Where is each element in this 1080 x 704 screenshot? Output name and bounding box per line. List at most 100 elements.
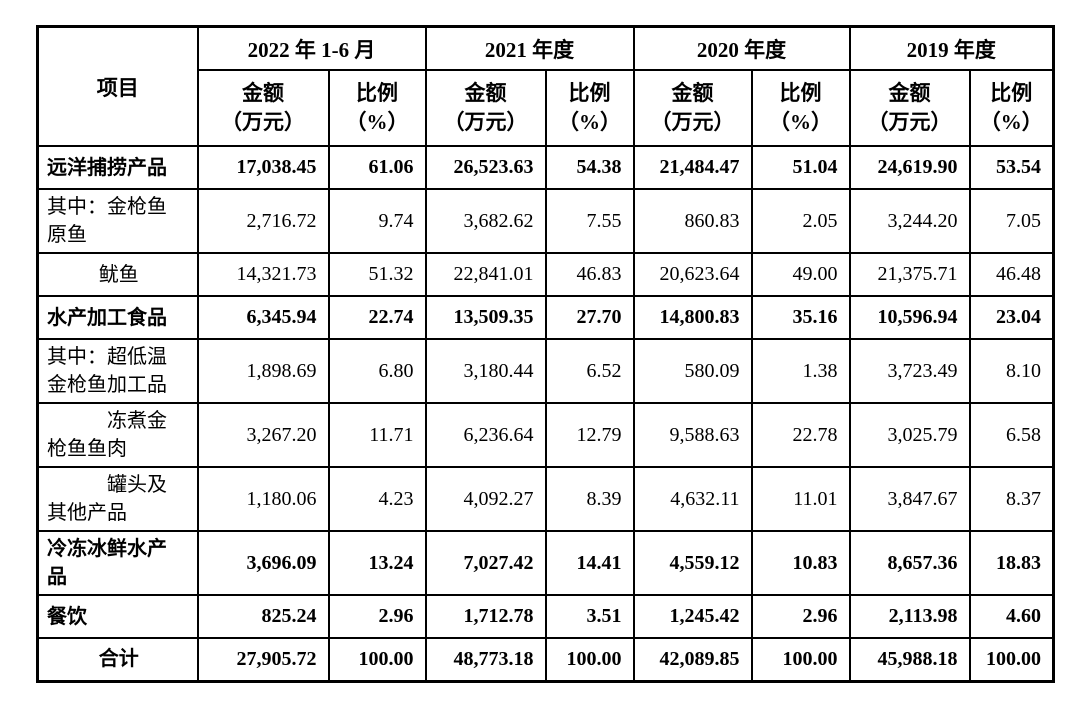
ratio-cell: 7.05 xyxy=(968,188,1055,254)
ratio-cell: 3.51 xyxy=(544,594,635,639)
amount-cell: 42,089.85 xyxy=(632,637,753,682)
amount-cell: 20,623.64 xyxy=(632,252,753,297)
ratio-cell: 61.06 xyxy=(327,145,427,190)
period-header-2022: 2022 年 1-6 月 xyxy=(196,25,427,71)
subheader-row: 金额 （万元） 比例 （%） 金额 （万元） 比例 （%） 金额 （万元） 比例… xyxy=(38,69,1055,147)
amount-cell: 3,025.79 xyxy=(848,402,971,468)
ratio-cell: 49.00 xyxy=(750,252,851,297)
amount-cell: 13,509.35 xyxy=(424,295,547,340)
ratio-cell: 7.55 xyxy=(544,188,635,254)
table-body: 远洋捕捞产品 17,038.45 61.06 26,523.63 54.38 21,484… xyxy=(36,145,1055,682)
ratio-cell: 22.74 xyxy=(327,295,427,340)
amount-cell: 10,596.94 xyxy=(848,295,971,340)
ratio-header-2022: 比例 （%） xyxy=(327,69,427,147)
ratio-cell: 12.79 xyxy=(544,402,635,468)
amount-cell: 9,588.63 xyxy=(632,402,753,468)
ratio-cell: 4.60 xyxy=(968,594,1055,639)
amount-cell: 22,841.01 xyxy=(424,252,547,297)
table-row: 合计 27,905.72 100.00 48,773.18 100.00 42,089.8… xyxy=(36,637,1055,682)
row-label: 其中：超低温 金枪鱼加工品 xyxy=(36,338,199,404)
ratio-cell: 27.70 xyxy=(544,295,635,340)
period-header-2019: 2019 年度 xyxy=(848,25,1055,71)
table-row: 水产加工食品 6,345.94 22.74 13,509.35 27.70 14,800.… xyxy=(36,295,1055,340)
amount-cell: 27,905.72 xyxy=(196,637,330,682)
amount-cell: 26,523.63 xyxy=(424,145,547,190)
amount-cell: 14,800.83 xyxy=(632,295,753,340)
ratio-cell: 54.38 xyxy=(544,145,635,190)
amount-cell: 1,245.42 xyxy=(632,594,753,639)
amount-cell: 4,632.11 xyxy=(632,466,753,532)
row-label: 冻煮金 枪鱼鱼肉 xyxy=(36,402,199,468)
amount-cell: 8,657.36 xyxy=(848,530,971,596)
amount-cell: 3,723.49 xyxy=(848,338,971,404)
ratio-cell: 1.38 xyxy=(750,338,851,404)
ratio-cell: 4.23 xyxy=(327,466,427,532)
ratio-header-2021: 比例 （%） xyxy=(544,69,635,147)
amount-cell: 14,321.73 xyxy=(196,252,330,297)
amount-cell: 3,180.44 xyxy=(424,338,547,404)
ratio-cell: 8.10 xyxy=(968,338,1055,404)
ratio-cell: 18.83 xyxy=(968,530,1055,596)
ratio-cell: 35.16 xyxy=(750,295,851,340)
ratio-cell: 8.39 xyxy=(544,466,635,532)
amount-cell: 1,180.06 xyxy=(196,466,330,532)
ratio-cell: 2.96 xyxy=(327,594,427,639)
revenue-breakdown-table: 项目 2022 年 1-6 月 2021 年度 2020 年度 2019 年度 … xyxy=(36,25,1055,683)
amount-header-2021: 金额 （万元） xyxy=(424,69,547,147)
row-label: 鱿鱼 xyxy=(36,252,199,297)
period-header-2020: 2020 年度 xyxy=(632,25,851,71)
amount-cell: 45,988.18 xyxy=(848,637,971,682)
ratio-cell: 46.48 xyxy=(968,252,1055,297)
amount-cell: 48,773.18 xyxy=(424,637,547,682)
ratio-cell: 6.52 xyxy=(544,338,635,404)
amount-cell: 17,038.45 xyxy=(196,145,330,190)
ratio-cell: 22.78 xyxy=(750,402,851,468)
table-row: 鱿鱼 14,321.73 51.32 22,841.01 46.83 20,623.64 4… xyxy=(36,252,1055,297)
amount-cell: 21,484.47 xyxy=(632,145,753,190)
amount-header-2022: 金额 （万元） xyxy=(196,69,330,147)
amount-cell: 3,244.20 xyxy=(848,188,971,254)
ratio-cell: 53.54 xyxy=(968,145,1055,190)
ratio-cell: 100.00 xyxy=(327,637,427,682)
amount-cell: 6,345.94 xyxy=(196,295,330,340)
amount-cell: 6,236.64 xyxy=(424,402,547,468)
amount-cell: 860.83 xyxy=(632,188,753,254)
ratio-cell: 10.83 xyxy=(750,530,851,596)
ratio-cell: 51.04 xyxy=(750,145,851,190)
amount-cell: 2,716.72 xyxy=(196,188,330,254)
ratio-cell: 2.05 xyxy=(750,188,851,254)
table-row: 冻煮金 枪鱼鱼肉 3,267.20 11.71 6,236.64 12.79 9,588.… xyxy=(36,402,1055,468)
row-label: 餐饮 xyxy=(36,594,199,639)
amount-cell: 4,559.12 xyxy=(632,530,753,596)
amount-cell: 24,619.90 xyxy=(848,145,971,190)
amount-cell: 4,092.27 xyxy=(424,466,547,532)
amount-cell: 3,682.62 xyxy=(424,188,547,254)
table-row: 其中：金枪鱼 原鱼 2,716.72 9.74 3,682.62 7.55 860.83 2… xyxy=(36,188,1055,254)
amount-cell: 3,267.20 xyxy=(196,402,330,468)
row-label: 其中：金枪鱼 原鱼 xyxy=(36,188,199,254)
ratio-cell: 11.01 xyxy=(750,466,851,532)
table-row: 冷冻冰鲜水产 品 3,696.09 13.24 7,027.42 14.41 4,559.… xyxy=(36,530,1055,596)
table-header: 项目 2022 年 1-6 月 2021 年度 2020 年度 2019 年度 … xyxy=(36,25,1055,147)
amount-cell: 2,113.98 xyxy=(848,594,971,639)
ratio-cell: 8.37 xyxy=(968,466,1055,532)
amount-cell: 21,375.71 xyxy=(848,252,971,297)
amount-header-2020: 金额 （万元） xyxy=(632,69,753,147)
amount-cell: 580.09 xyxy=(632,338,753,404)
amount-header-2019: 金额 （万元） xyxy=(848,69,971,147)
table-row: 其中：超低温 金枪鱼加工品 1,898.69 6.80 3,180.44 6.52 580… xyxy=(36,338,1055,404)
ratio-cell: 2.96 xyxy=(750,594,851,639)
amount-cell: 3,696.09 xyxy=(196,530,330,596)
period-header-row: 项目 2022 年 1-6 月 2021 年度 2020 年度 2019 年度 xyxy=(36,25,1055,147)
ratio-header-2019: 比例 （%） xyxy=(968,69,1055,147)
amount-cell: 825.24 xyxy=(196,594,330,639)
ratio-cell: 6.58 xyxy=(968,402,1055,468)
ratio-cell: 9.74 xyxy=(327,188,427,254)
amount-cell: 1,712.78 xyxy=(424,594,547,639)
amount-cell: 3,847.67 xyxy=(848,466,971,532)
ratio-cell: 11.71 xyxy=(327,402,427,468)
row-label: 罐头及 其他产品 xyxy=(36,466,199,532)
amount-cell: 7,027.42 xyxy=(424,530,547,596)
amount-cell: 1,898.69 xyxy=(196,338,330,404)
ratio-cell: 6.80 xyxy=(327,338,427,404)
